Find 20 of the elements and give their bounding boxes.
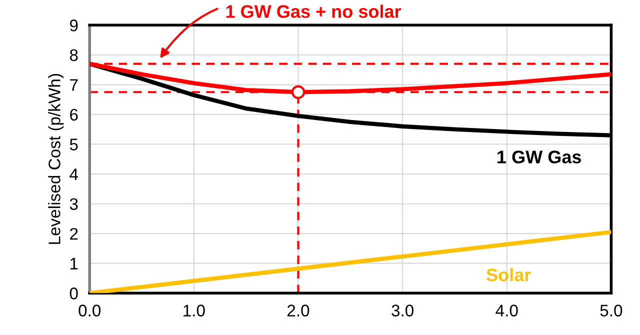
y-axis-title: Levelised Cost (p/kWh) (48, 74, 64, 244)
x-tick-label: 3.0 (392, 304, 414, 316)
x-tick-label: 2.0 (287, 304, 310, 316)
x-tick-label: 1.0 (184, 304, 205, 316)
x-tick-label: 4.0 (496, 304, 518, 316)
series-label: 1 GW Gas (498, 150, 581, 164)
y-tick-label: 0 (70, 288, 78, 300)
y-tick-label: 1 (70, 258, 78, 270)
x-tick-label: 0.0 (78, 304, 101, 316)
y-tick-label: 3 (70, 198, 78, 210)
y-tick-label: 9 (70, 20, 78, 32)
y-tick-label: 8 (70, 49, 78, 62)
y-tick-label: 7 (70, 79, 78, 91)
y-tick-label: 2 (70, 228, 78, 240)
ref-line-label: 1 GW Gas + no solar (226, 4, 402, 18)
y-tick-label: 4 (70, 168, 78, 180)
series-label: Solar (486, 268, 531, 282)
y-tick-label: 5 (70, 138, 78, 150)
y-tick-label: 6 (70, 108, 78, 121)
x-tick-label: 5.0 (600, 304, 622, 316)
